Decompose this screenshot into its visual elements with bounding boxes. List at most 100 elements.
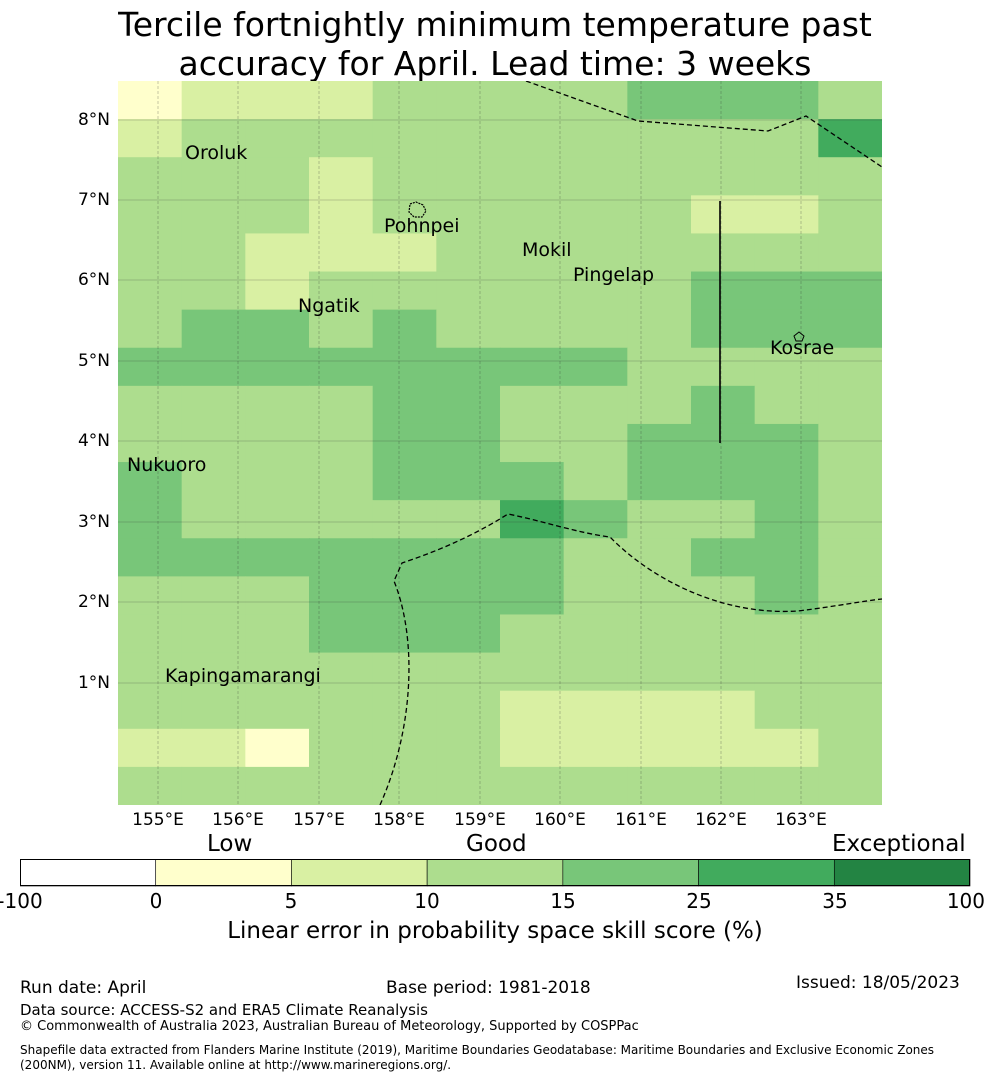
grid-cell bbox=[118, 538, 183, 577]
grid-cell bbox=[436, 728, 501, 768]
grid-cell bbox=[181, 309, 246, 349]
grid-cell bbox=[691, 728, 756, 768]
grid-cell bbox=[118, 500, 183, 539]
grid-cell bbox=[309, 119, 374, 158]
grid-cell bbox=[691, 385, 756, 425]
grid-cell bbox=[691, 271, 756, 311]
grid-cell bbox=[691, 500, 756, 539]
grid-cell bbox=[691, 347, 756, 387]
lon-label-156e: 156°E bbox=[212, 810, 264, 830]
grid-cell bbox=[754, 195, 819, 234]
grid-cell bbox=[627, 309, 692, 349]
grid-cell bbox=[118, 119, 183, 158]
grid-cell bbox=[118, 462, 183, 501]
category-exceptional: Exceptional bbox=[832, 831, 966, 857]
grid-cell bbox=[245, 119, 310, 158]
grid-cell bbox=[436, 195, 501, 234]
colorbar-segment bbox=[698, 859, 835, 887]
grid-cell bbox=[754, 271, 819, 311]
grid-cell bbox=[563, 576, 628, 615]
grid-cell bbox=[118, 423, 183, 463]
eez-boundaries bbox=[379, 81, 882, 805]
grid-cell bbox=[500, 233, 565, 273]
lon-label-162e: 162°E bbox=[695, 810, 747, 830]
grid-cell bbox=[691, 195, 756, 234]
grid-cell bbox=[181, 195, 246, 234]
grid-cell bbox=[754, 81, 819, 120]
place-label-kosrae: Kosrae bbox=[770, 337, 835, 359]
grid-cell bbox=[627, 157, 692, 196]
grid-cell bbox=[500, 766, 565, 805]
grid-cell bbox=[754, 614, 819, 654]
grid-cell bbox=[500, 347, 565, 387]
grid-cell bbox=[118, 347, 183, 387]
grid-cell bbox=[627, 690, 692, 730]
grid-cell bbox=[500, 652, 565, 692]
grid-cell bbox=[245, 652, 310, 692]
grid-cell bbox=[563, 347, 628, 387]
grid-cell bbox=[372, 500, 437, 539]
grid-cell bbox=[627, 385, 692, 425]
grid-cell bbox=[118, 652, 183, 692]
grid-cell bbox=[500, 614, 565, 654]
grid-cell bbox=[436, 233, 501, 273]
grid-cell bbox=[500, 538, 565, 577]
grid-cell bbox=[372, 195, 437, 234]
grid-cell bbox=[754, 766, 819, 805]
grid-cell bbox=[754, 652, 819, 692]
lat-label-8n: 8°N bbox=[77, 110, 110, 130]
grid-cell bbox=[436, 385, 501, 425]
grid-cell bbox=[627, 81, 692, 120]
lon-label-158e: 158°E bbox=[373, 810, 425, 830]
grid-cell bbox=[500, 462, 565, 501]
grid-cell bbox=[627, 271, 692, 311]
grid-cell bbox=[500, 271, 565, 311]
grid-cell bbox=[691, 690, 756, 730]
grid-cell bbox=[818, 576, 882, 615]
grid-cell bbox=[500, 690, 565, 730]
lon-label-155e: 155°E bbox=[132, 810, 184, 830]
grid-cell bbox=[181, 538, 246, 577]
grid-cell bbox=[818, 690, 882, 730]
grid-cell bbox=[563, 728, 628, 768]
grid-cell bbox=[627, 500, 692, 539]
colorbar-tick-25: 25 bbox=[686, 889, 712, 913]
grid-cell bbox=[309, 309, 374, 349]
grid-cell bbox=[245, 766, 310, 805]
shapefile-credit-line-2: (200NM), version 11. Available online at… bbox=[20, 1058, 452, 1072]
grid-cell bbox=[181, 576, 246, 615]
colorbar-segment bbox=[155, 859, 292, 887]
grid-cell bbox=[818, 423, 882, 463]
grid-cell bbox=[436, 538, 501, 577]
grid-cell bbox=[818, 309, 882, 349]
grid-cell bbox=[309, 81, 374, 120]
grid-cell bbox=[309, 233, 374, 273]
grid-cell bbox=[754, 538, 819, 577]
grid-cell bbox=[500, 500, 565, 539]
grid-cell bbox=[500, 157, 565, 196]
grid-cell bbox=[691, 423, 756, 463]
grid-cell bbox=[818, 652, 882, 692]
grid-cell bbox=[691, 766, 756, 805]
shapefile-credit-line-1: Shapefile data extracted from Flanders M… bbox=[20, 1043, 935, 1057]
grid-cell bbox=[500, 119, 565, 158]
grid-cell bbox=[309, 385, 374, 425]
colorbar-tick-m100: -100 bbox=[0, 889, 43, 913]
grid-cell bbox=[372, 385, 437, 425]
grid-cell bbox=[436, 576, 501, 615]
grid-cell bbox=[754, 119, 819, 158]
base-period: Base period: 1981-2018 bbox=[386, 978, 591, 998]
grid-cell bbox=[563, 538, 628, 577]
grid-cell bbox=[436, 500, 501, 539]
grid-cell bbox=[691, 81, 756, 120]
data-source: Data source: ACCESS-S2 and ERA5 Climate … bbox=[20, 1001, 428, 1019]
colorbar-tick-5: 5 bbox=[284, 889, 298, 913]
grid-cell bbox=[818, 157, 882, 196]
grid-cell bbox=[754, 385, 819, 425]
grid-cell bbox=[309, 195, 374, 234]
grid-cell bbox=[627, 652, 692, 692]
grid-cell bbox=[372, 462, 437, 501]
grid-cell bbox=[500, 576, 565, 615]
grid-cell bbox=[309, 500, 374, 539]
lat-label-2n: 2°N bbox=[77, 592, 110, 612]
